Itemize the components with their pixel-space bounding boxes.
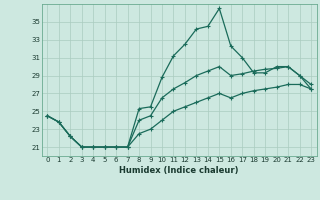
X-axis label: Humidex (Indice chaleur): Humidex (Indice chaleur) xyxy=(119,166,239,175)
